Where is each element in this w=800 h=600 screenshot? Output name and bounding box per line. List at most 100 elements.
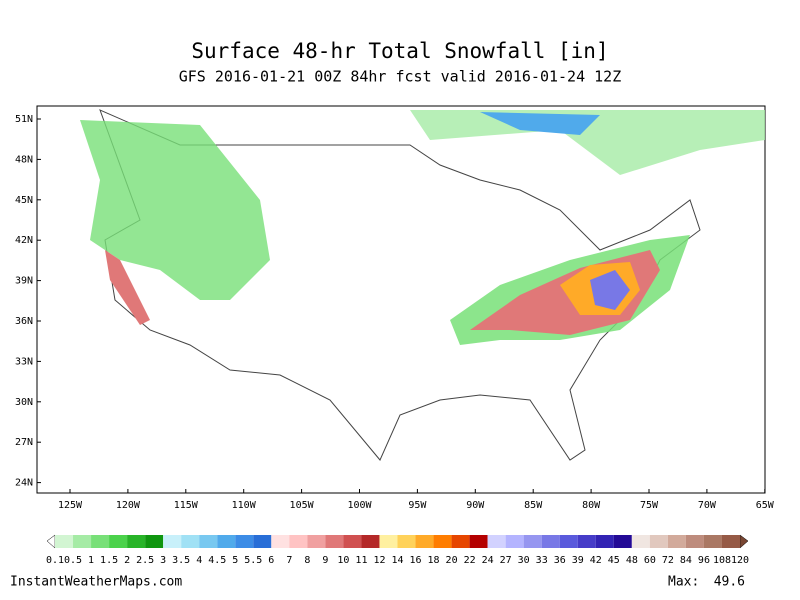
- colorbar-box: [721, 535, 740, 548]
- colorbar-box: [595, 535, 614, 548]
- lon-label: 110W: [232, 500, 257, 511]
- colorbar-label: 27: [500, 555, 512, 566]
- colorbar-label: 16: [410, 555, 422, 566]
- colorbar-label: 4.5: [208, 555, 226, 566]
- subtitle: GFS 2016-01-21 00Z 84hr fcst valid 2016-…: [179, 68, 622, 86]
- lat-label: 48N: [15, 154, 33, 165]
- lat-label: 33N: [15, 356, 33, 367]
- colorbar-box: [703, 535, 722, 548]
- lon-label: 100W: [347, 500, 372, 511]
- colorbar-label: 5.5: [244, 555, 262, 566]
- snow-canada-heavy: [480, 112, 600, 135]
- colorbar-label: 1: [88, 555, 94, 566]
- colorbar-box: [415, 535, 434, 548]
- colorbar-box: [289, 535, 308, 548]
- colorbar-label: 7: [286, 555, 292, 566]
- colorbar-box: [109, 535, 128, 548]
- colorbar-label: 0.5: [64, 555, 82, 566]
- colorbar-box: [361, 535, 380, 548]
- colorbar-label: 4: [196, 555, 202, 566]
- colorbar-label: 2.5: [136, 555, 154, 566]
- colorbar-label: 10: [337, 555, 349, 566]
- colorbar-box: [433, 535, 452, 548]
- lat-label: 45N: [15, 195, 33, 206]
- colorbar-label: 84: [680, 555, 692, 566]
- colorbar-label: 11: [355, 555, 367, 566]
- colorbar-label: 48: [626, 555, 638, 566]
- colorbar-box: [91, 535, 110, 548]
- colorbar-label: 72: [662, 555, 674, 566]
- lat-label: 30N: [15, 397, 33, 408]
- colorbar-box: [181, 535, 200, 548]
- colorbar-label: 33: [536, 555, 548, 566]
- colorbar-label: 96: [698, 555, 710, 566]
- colorbar-box: [577, 535, 596, 548]
- colorbar-box: [55, 535, 74, 548]
- colorbar-box: [613, 535, 632, 548]
- colorbar-label: 120: [731, 555, 749, 566]
- map: [36, 105, 766, 494]
- lon-label: 105W: [290, 500, 315, 511]
- colorbar-label: 60: [644, 555, 656, 566]
- footer: InstantWeatherMaps.com: [10, 575, 182, 590]
- lon-label: 70W: [698, 500, 717, 511]
- lon-label: 115W: [174, 500, 199, 511]
- snow-west: [80, 120, 270, 300]
- max-label: Max:: [668, 575, 699, 590]
- colorbar-box: [163, 535, 182, 548]
- colorbar-box: [127, 535, 146, 548]
- colorbar-box: [73, 535, 92, 548]
- colorbar-box: [235, 535, 254, 548]
- colorbar-box: [505, 535, 524, 548]
- snow-canada: [410, 110, 765, 175]
- colorbar-box: [217, 535, 236, 548]
- colorbar-label: 39: [572, 555, 584, 566]
- lat-label: 36N: [15, 316, 33, 327]
- lon-label: 125W: [58, 500, 83, 511]
- colorbar-box: [559, 535, 578, 548]
- lon-label: 65W: [756, 500, 775, 511]
- colorbar-box: [145, 535, 164, 548]
- lat-label: 51N: [15, 114, 33, 125]
- colorbar-box: [343, 535, 362, 548]
- colorbar-box: [451, 535, 470, 548]
- colorbar-box: [325, 535, 344, 548]
- colorbar-label: 3.5: [172, 555, 190, 566]
- colorbar-label: 42: [590, 555, 602, 566]
- lon-label: 80W: [582, 500, 601, 511]
- colorbar-box: [487, 535, 506, 548]
- colorbar-label: 18: [428, 555, 440, 566]
- coastline: [99, 109, 701, 461]
- colorbar-label: 45: [608, 555, 620, 566]
- lat-label: 42N: [15, 235, 33, 246]
- colorbar-label: 0.1: [46, 555, 64, 566]
- colorbar-label: 5: [232, 555, 238, 566]
- colorbar-label: 12: [373, 555, 385, 566]
- colorbar-box: [685, 535, 704, 548]
- colorbar-under: [46, 534, 56, 549]
- title: Surface 48-hr Total Snowfall [in]: [191, 39, 608, 63]
- lon-label: 90W: [466, 500, 485, 511]
- lon-label: 120W: [116, 500, 141, 511]
- lon-label: 85W: [524, 500, 543, 511]
- colorbar-box: [631, 535, 650, 548]
- colorbar-box: [667, 535, 686, 548]
- colorbar-label: 22: [464, 555, 476, 566]
- colorbar-over: [739, 534, 749, 549]
- colorbar-label: 9: [322, 555, 328, 566]
- colorbar-label: 3: [160, 555, 166, 566]
- lon-label: 95W: [408, 500, 427, 511]
- colorbar-box: [649, 535, 668, 548]
- colorbar-box: [541, 535, 560, 548]
- colorbar-label: 2: [124, 555, 130, 566]
- colorbar-box: [271, 535, 290, 548]
- colorbar-label: 1.5: [100, 555, 118, 566]
- lat-label: 39N: [15, 276, 33, 287]
- colorbar-label: 36: [554, 555, 566, 566]
- colorbar-label: 20: [446, 555, 458, 566]
- colorbar-box: [253, 535, 272, 548]
- colorbar-box: [199, 535, 218, 548]
- colorbar-label: 108: [713, 555, 731, 566]
- snow-east-max: [590, 270, 630, 310]
